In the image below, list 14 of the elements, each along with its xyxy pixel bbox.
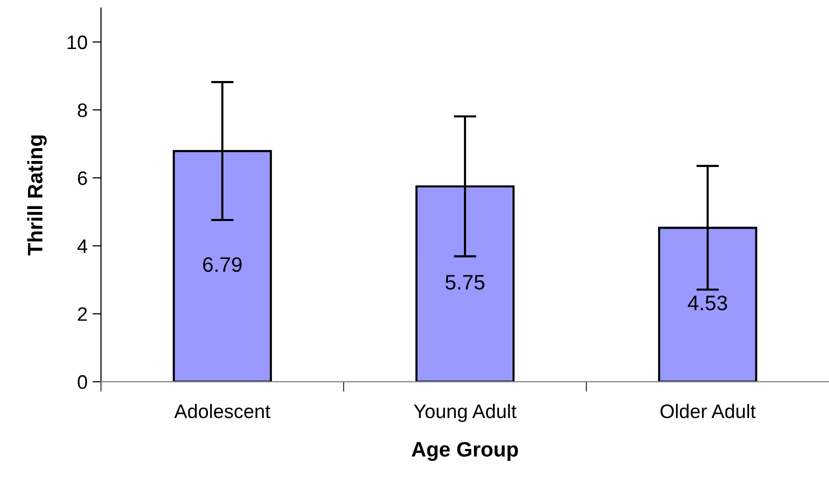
x-tick-label: Older Adult [660, 404, 756, 418]
y-tick-label: 4 [77, 239, 88, 253]
y-tick-label: 8 [78, 103, 87, 118]
y-tick-label: 0 [78, 375, 88, 389]
data-label: 5.75 [446, 275, 484, 290]
x-tick-label: Young Adult [414, 404, 516, 422]
data-label: 4.53 [688, 296, 728, 310]
y-tick-label: 2 [78, 307, 87, 321]
y-tick-label: 10 [68, 35, 88, 50]
y-tick-label: 6 [78, 171, 87, 186]
y-axis-title: Thrill Rating [27, 135, 47, 256]
x-axis-title: Age Group [412, 442, 518, 461]
data-label: 6.79 [203, 257, 242, 272]
x-tick-label: Adolescent [174, 404, 270, 418]
